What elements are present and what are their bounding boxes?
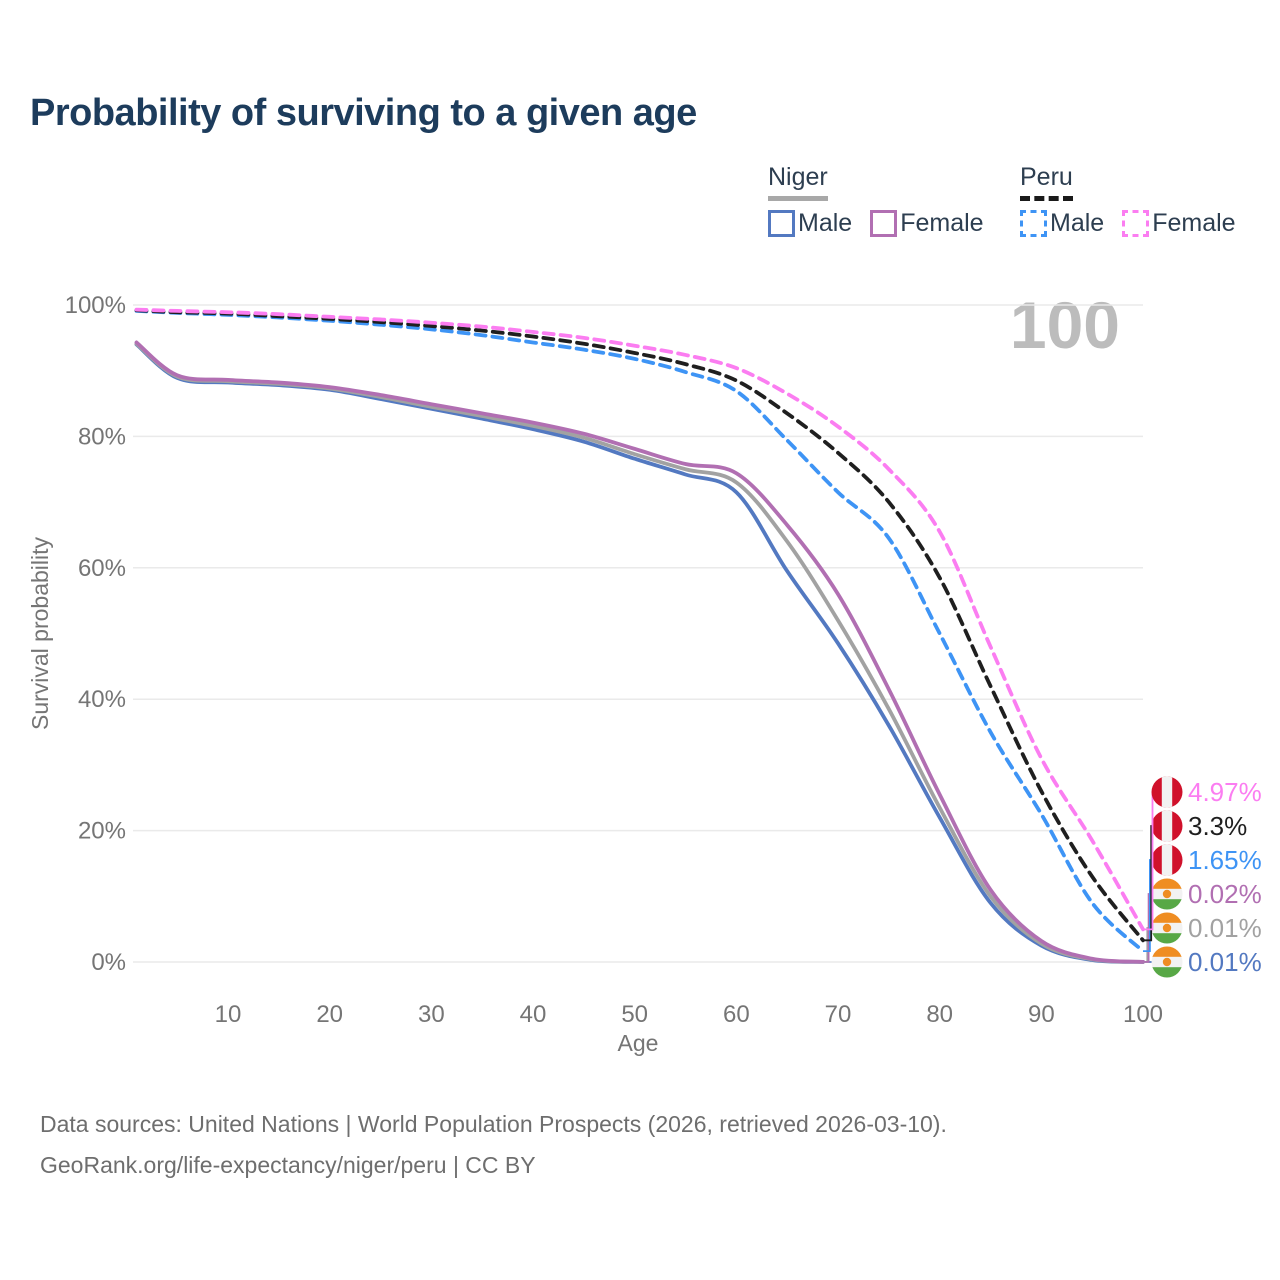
legend-group-peru: Peru Male Female	[1020, 163, 1236, 238]
niger-flag-icon	[1151, 878, 1183, 910]
peru-flag-icon	[1151, 844, 1183, 876]
y-axis-title: Survival probability	[27, 536, 53, 730]
peru-flag-icon	[1151, 810, 1183, 842]
x-tick-label: 80	[926, 1001, 953, 1028]
x-axis-title: Age	[618, 1030, 659, 1056]
peru-female-line[interactable]	[134, 307, 1145, 932]
peru-flag-icon	[1151, 776, 1183, 808]
y-tick-label: 0%	[91, 949, 126, 976]
legend-country-peru: Peru	[1020, 163, 1073, 201]
niger-total-end-label: 0.01%	[1188, 913, 1262, 943]
legend-item-niger-female[interactable]: Female	[870, 209, 984, 238]
y-tick-label: 20%	[78, 818, 126, 845]
niger-female-line[interactable]	[134, 340, 1145, 964]
x-tick-label: 60	[723, 1001, 750, 1028]
legend-group-niger: Niger Male Female	[768, 163, 984, 238]
y-tick-label: 60%	[78, 555, 126, 582]
peru-male-end-label: 1.65%	[1188, 845, 1262, 875]
niger-flag-icon	[1151, 912, 1183, 944]
footer-attribution: GeoRank.org/life-expectancy/niger/peru |…	[40, 1152, 536, 1178]
x-tick-label: 10	[215, 1001, 242, 1028]
peru-male-swatch-icon	[1020, 210, 1047, 237]
x-tick-label: 70	[825, 1001, 852, 1028]
peru-total-connector	[1143, 825, 1153, 942]
peru-female-end-label: 4.97%	[1188, 777, 1262, 807]
y-tick-label: 100%	[65, 292, 126, 319]
legend-item-niger-male[interactable]: Male	[768, 209, 852, 238]
page-title: Probability of surviving to a given age	[30, 92, 697, 134]
x-tick-label: 90	[1028, 1001, 1055, 1028]
peru-female-swatch-icon	[1122, 210, 1150, 237]
y-tick-label: 80%	[78, 423, 126, 450]
age-counter-watermark: 100	[1009, 288, 1120, 362]
legend-country-niger: Niger	[768, 163, 828, 201]
x-tick-label: 40	[520, 1001, 547, 1028]
legend-item-peru-male[interactable]: Male	[1020, 209, 1104, 238]
x-tick-label: 30	[418, 1001, 445, 1028]
niger-female-end-label: 0.02%	[1188, 879, 1262, 909]
niger-flag-icon	[1151, 946, 1183, 978]
niger-male-end-label: 0.01%	[1188, 947, 1262, 977]
footer-data-sources: Data sources: United Nations | World Pop…	[40, 1111, 947, 1137]
y-tick-label: 40%	[78, 686, 126, 713]
x-tick-label: 100	[1123, 1001, 1163, 1028]
peru-male-line[interactable]	[134, 309, 1145, 954]
x-tick-label: 20	[316, 1001, 343, 1028]
footer: Data sources: United Nations | World Pop…	[40, 1104, 947, 1186]
legend-item-peru-female[interactable]: Female	[1122, 209, 1236, 238]
legend-label-niger-female: Female	[900, 209, 984, 237]
niger-female-swatch-icon	[870, 210, 898, 237]
peru-total-end-label: 3.3%	[1188, 811, 1247, 841]
legend-label-peru-male: Male	[1050, 209, 1105, 237]
niger-male-swatch-icon	[768, 210, 795, 237]
peru-total-line[interactable]	[134, 308, 1145, 943]
legend-label-peru-female: Female	[1152, 209, 1236, 237]
legend-label-niger-male: Male	[798, 209, 853, 237]
x-tick-label: 50	[621, 1001, 648, 1028]
